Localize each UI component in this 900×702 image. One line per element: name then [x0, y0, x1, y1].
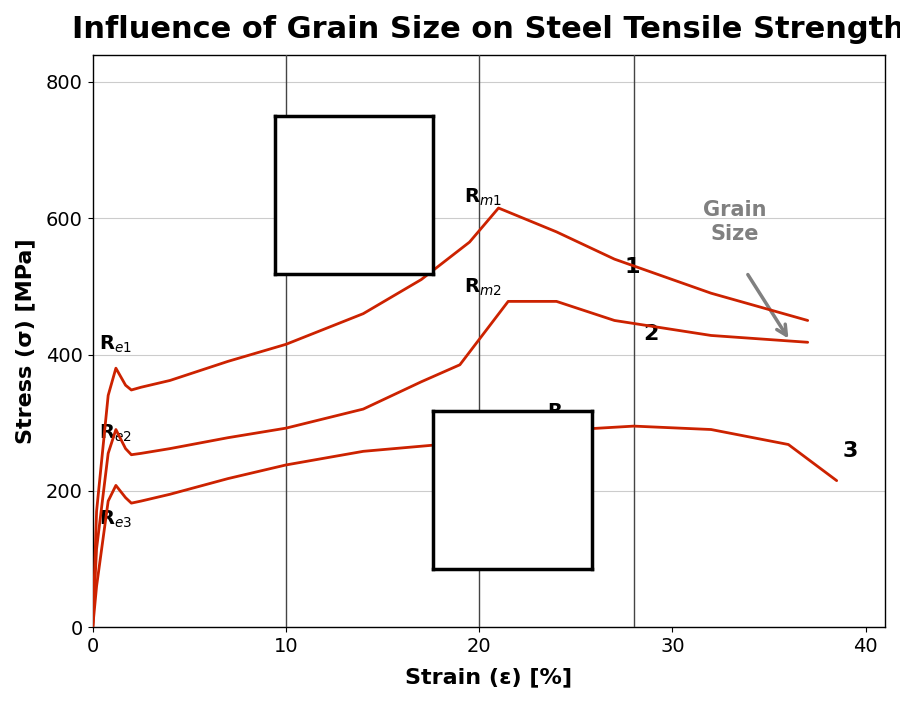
- Text: 1: 1: [624, 258, 640, 277]
- Text: R$_{m3}$: R$_{m3}$: [547, 402, 585, 423]
- Text: 2: 2: [644, 324, 659, 344]
- X-axis label: Strain (ε) [%]: Strain (ε) [%]: [405, 667, 572, 687]
- Text: R$_{e2}$: R$_{e2}$: [98, 423, 131, 444]
- Text: R$_{m1}$: R$_{m1}$: [464, 187, 501, 208]
- Text: R$_{e1}$: R$_{e1}$: [98, 333, 131, 355]
- Text: R$_{m2}$: R$_{m2}$: [464, 277, 501, 298]
- Title: Influence of Grain Size on Steel Tensile Strength: Influence of Grain Size on Steel Tensile…: [72, 15, 900, 44]
- Text: Grain
Size: Grain Size: [703, 200, 766, 244]
- Y-axis label: Stress (σ) [MPa]: Stress (σ) [MPa]: [15, 238, 35, 444]
- Text: R$_{e3}$: R$_{e3}$: [98, 509, 131, 530]
- Text: 3: 3: [842, 442, 858, 461]
